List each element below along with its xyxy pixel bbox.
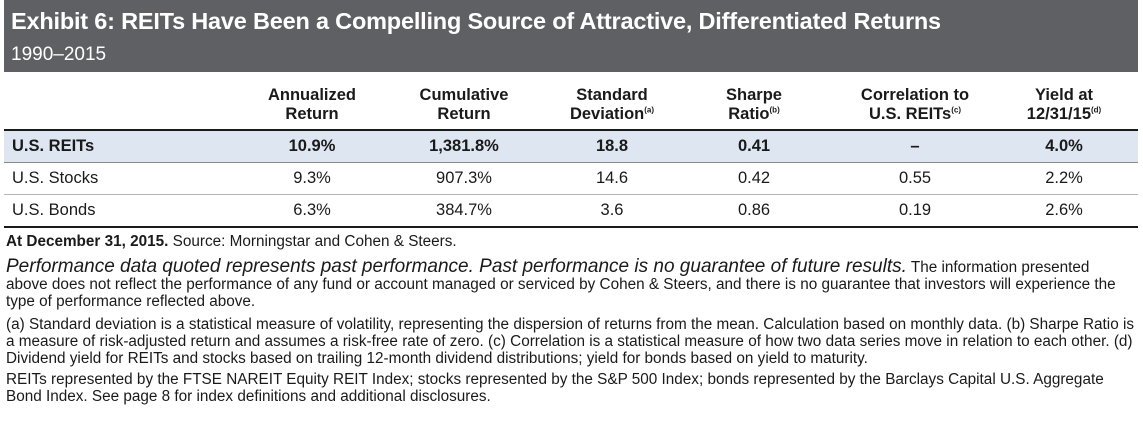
column-header-standard-deviation: Standard Deviation(a) <box>569 86 655 123</box>
cell-sharpe-ratio: 0.41 <box>737 137 771 155</box>
table-row-us-reits: U.S. REITs 10.9% 1,381.8% 18.8 0.41 – 4.… <box>4 129 1138 163</box>
column-header-correlation: Correlation to U.S. REITs(c) <box>860 86 970 123</box>
table-row-us-stocks: U.S. Stocks 9.3% 907.3% 14.6 0.42 0.55 2… <box>4 163 1138 195</box>
cell-correlation: 0.55 <box>898 169 932 187</box>
column-header-yield: Yield at 12/31/15(d) <box>1026 86 1102 123</box>
cell-sharpe-ratio: 0.42 <box>737 169 771 187</box>
cell-yield: 4.0% <box>1045 137 1083 155</box>
cell-cumulative-return: 1,381.8% <box>429 137 499 155</box>
cell-annualized-return: 9.3% <box>293 169 331 187</box>
performance-disclaimer: Performance data quoted represents past … <box>6 256 1116 310</box>
column-header-annualized-return: Annualized Return <box>267 86 356 123</box>
cell-annualized-return: 6.3% <box>293 201 331 219</box>
exhibit-header: Exhibit 6: REITs Have Been a Compelling … <box>4 0 1138 72</box>
table-row-us-bonds: U.S. Bonds 6.3% 384.7% 3.6 0.86 0.19 2.6… <box>4 195 1138 226</box>
notes-section: At December 31, 2015. Source: Morningsta… <box>6 233 1134 405</box>
cell-yield: 2.6% <box>1045 201 1083 219</box>
footnotes: (a) Standard deviation is a statistical … <box>6 316 1135 367</box>
cell-standard-deviation: 14.6 <box>595 169 629 187</box>
cell-cumulative-return: 907.3% <box>436 169 492 187</box>
cell-correlation: – <box>910 137 920 155</box>
column-header-cumulative-return: Cumulative Return <box>419 86 509 123</box>
cell-standard-deviation: 3.6 <box>600 201 624 219</box>
table-bottom-rule <box>4 226 1138 228</box>
source-note: At December 31, 2015. Source: Morningsta… <box>6 233 457 250</box>
cell-sharpe-ratio: 0.86 <box>737 201 771 219</box>
row-name: U.S. Stocks <box>12 169 99 187</box>
cell-standard-deviation: 18.8 <box>595 137 629 155</box>
index-definitions: REITs represented by the FTSE NAREIT Equ… <box>6 371 1104 405</box>
cell-cumulative-return: 384.7% <box>436 201 492 219</box>
cell-correlation: 0.19 <box>898 201 932 219</box>
row-name: U.S. Bonds <box>12 201 96 219</box>
column-header-sharpe-ratio: Sharpe Ratio(b) <box>726 86 782 123</box>
exhibit-subtitle: 1990–2015 <box>11 44 107 65</box>
exhibit-title: Exhibit 6: REITs Have Been a Compelling … <box>11 8 941 34</box>
row-name: U.S. REITs <box>12 137 95 155</box>
cell-yield: 2.2% <box>1045 169 1083 187</box>
cell-annualized-return: 10.9% <box>288 137 336 155</box>
